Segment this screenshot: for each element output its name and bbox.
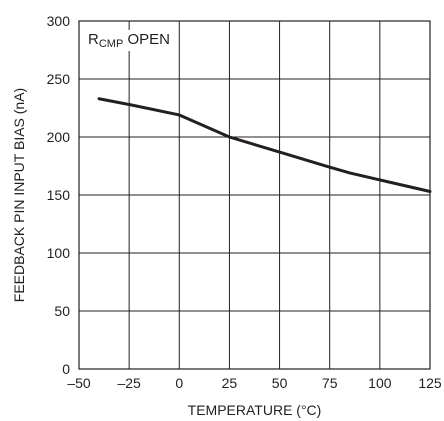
x-tick-label: 75 — [322, 375, 338, 391]
x-tick-labels: –50 –25 0 25 50 75 100 125 — [67, 375, 442, 391]
x-tick-label: –50 — [67, 375, 91, 391]
annotation-rest: OPEN — [123, 31, 170, 48]
y-tick-labels: 0 50 100 150 200 250 300 — [47, 13, 71, 377]
y-tick-label: 100 — [47, 245, 71, 261]
y-axis-title: FEEDBACK PIN INPUT BIAS (nA) — [11, 88, 27, 302]
series-line — [97, 97, 432, 194]
y-tick-label: 200 — [47, 129, 71, 145]
series-layer — [97, 97, 432, 194]
y-tick-label: 50 — [54, 303, 70, 319]
grid — [78, 20, 431, 370]
x-tick-label: 0 — [175, 375, 183, 391]
annotation-rcmp-open: RCMP OPEN — [85, 30, 173, 51]
annotation-subscript: CMP — [99, 38, 123, 50]
x-tick-label: 50 — [272, 375, 288, 391]
x-tick-label: 25 — [222, 375, 238, 391]
annotation-background — [85, 30, 173, 51]
y-tick-label: 250 — [47, 71, 71, 87]
x-tick-label: 125 — [418, 375, 442, 391]
annotation-label: RCMP OPEN — [88, 31, 170, 50]
y-tick-label: 300 — [47, 13, 71, 29]
y-tick-label: 0 — [62, 361, 70, 377]
plot-frame — [78, 20, 431, 370]
x-tick-label: 100 — [368, 375, 392, 391]
annotation-main: R — [88, 31, 99, 48]
y-tick-label: 150 — [47, 187, 71, 203]
x-axis-title: TEMPERATURE (°C) — [188, 402, 322, 418]
x-tick-label: –25 — [117, 375, 141, 391]
